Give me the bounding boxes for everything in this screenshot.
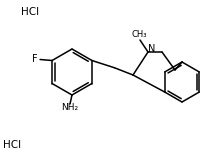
Text: N: N <box>148 44 156 54</box>
Text: NH₂: NH₂ <box>61 104 79 112</box>
Text: HCl: HCl <box>3 140 21 150</box>
Text: CH₃: CH₃ <box>131 29 147 39</box>
Text: F: F <box>32 54 38 64</box>
Text: HCl: HCl <box>21 7 39 17</box>
